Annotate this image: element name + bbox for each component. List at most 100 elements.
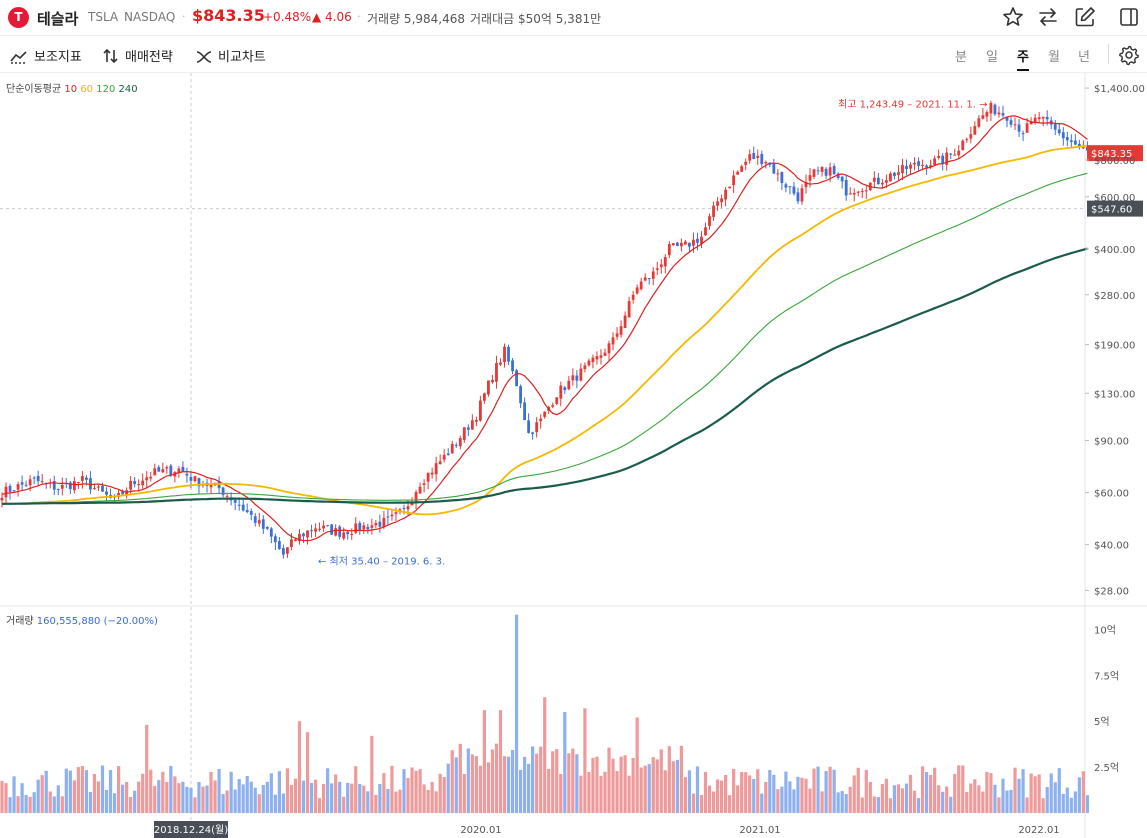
candle-body bbox=[655, 268, 659, 270]
volume-bar bbox=[659, 749, 663, 813]
volume-bar bbox=[615, 771, 619, 813]
volume-bar bbox=[414, 770, 418, 813]
candle-body bbox=[515, 370, 518, 387]
side-panel-icon[interactable] bbox=[1116, 4, 1142, 30]
volume-bar bbox=[1073, 791, 1077, 813]
candle-body bbox=[921, 164, 924, 166]
candle-body bbox=[161, 469, 165, 473]
y-tick-label: $28.00 bbox=[1094, 586, 1129, 597]
indicators-button[interactable]: 보조지표 bbox=[10, 46, 82, 65]
volume-bar bbox=[864, 769, 868, 813]
volume-bar bbox=[784, 771, 788, 813]
volume-bar bbox=[108, 770, 113, 813]
volume-bar bbox=[852, 775, 856, 813]
volume-bar bbox=[366, 791, 370, 813]
candle-body bbox=[450, 443, 454, 454]
volume-bar bbox=[675, 759, 679, 813]
candle-body bbox=[322, 525, 325, 529]
volume-bar bbox=[904, 783, 909, 813]
compare-button[interactable]: 비교차트 bbox=[196, 46, 266, 65]
volume-bar bbox=[1025, 797, 1029, 813]
candle-body bbox=[808, 175, 812, 181]
volume-bar bbox=[173, 776, 177, 813]
swap-icon[interactable] bbox=[1035, 4, 1061, 30]
candle-body bbox=[273, 536, 277, 543]
y-tick-label: $60.00 bbox=[1094, 489, 1129, 500]
candle-body bbox=[864, 190, 868, 192]
volume-bar bbox=[760, 793, 764, 813]
candle-body bbox=[748, 154, 752, 161]
candle-body bbox=[511, 360, 514, 372]
star-icon[interactable] bbox=[1000, 4, 1026, 30]
candle-body bbox=[856, 191, 860, 193]
candle-body bbox=[318, 528, 321, 530]
volume-bar bbox=[470, 754, 474, 813]
volume-bar bbox=[145, 724, 149, 813]
volume-bar bbox=[478, 765, 482, 813]
strategy-button[interactable]: 매매전략 bbox=[103, 46, 173, 65]
trade-arrows-icon bbox=[103, 48, 118, 64]
volume-bar bbox=[599, 775, 603, 813]
volume-bar bbox=[607, 747, 611, 813]
volume-bar bbox=[84, 770, 89, 813]
period-minute[interactable]: 분 bbox=[955, 50, 967, 65]
volume-tick-label: 10억 bbox=[1094, 624, 1116, 636]
volume-bar bbox=[265, 781, 269, 813]
volume-bar bbox=[20, 783, 24, 813]
candle-body bbox=[105, 491, 108, 495]
current-price-box bbox=[1087, 145, 1143, 162]
volume-bar bbox=[953, 774, 957, 813]
volume-bar bbox=[796, 776, 800, 813]
candle-body bbox=[667, 244, 671, 256]
period-year[interactable]: 년 bbox=[1078, 50, 1090, 65]
volume-bar bbox=[245, 775, 249, 813]
volume-bar bbox=[808, 788, 812, 813]
candle-body bbox=[832, 166, 836, 175]
volume-bar bbox=[225, 790, 229, 813]
ma-line-ma10 bbox=[1, 115, 1088, 542]
candle-body bbox=[848, 193, 852, 195]
volume-tick-label: 7.5억 bbox=[1094, 670, 1119, 682]
volume-bar bbox=[221, 794, 225, 813]
candle-body bbox=[627, 301, 631, 318]
volume-bar bbox=[261, 785, 265, 813]
volume-bar bbox=[752, 778, 756, 813]
period-day[interactable]: 일 bbox=[986, 50, 998, 65]
volume-bar bbox=[884, 778, 888, 813]
volume-bar bbox=[237, 779, 241, 813]
candle-body bbox=[72, 481, 76, 491]
candle-body bbox=[334, 528, 338, 536]
candle-body bbox=[688, 242, 691, 247]
candle-body bbox=[241, 504, 245, 511]
price-volume-chart[interactable]: $843.35 $547.60 최고 1,243.49 – 2021. 11. 1.… bbox=[0, 73, 1147, 838]
volume-bar bbox=[394, 791, 398, 813]
volume-bar bbox=[36, 779, 40, 813]
volume-bar bbox=[482, 710, 486, 813]
volume-bar bbox=[945, 786, 949, 813]
candle-body bbox=[406, 506, 410, 510]
volume-bar bbox=[699, 794, 704, 813]
volume-bar bbox=[1021, 769, 1025, 813]
volume-bar bbox=[925, 772, 929, 813]
volume-bar bbox=[322, 783, 326, 813]
candle-body bbox=[643, 277, 647, 281]
volume-bar bbox=[358, 783, 362, 813]
period-week[interactable]: 주 bbox=[1017, 46, 1029, 71]
period-month[interactable]: 월 bbox=[1048, 50, 1060, 65]
candle-body bbox=[744, 161, 748, 165]
candle-body bbox=[1017, 124, 1021, 132]
volume-bar bbox=[764, 781, 768, 813]
settings-gear-icon[interactable] bbox=[1118, 44, 1140, 66]
volume-bar bbox=[563, 712, 567, 813]
candle-body bbox=[68, 482, 72, 490]
volume-bar bbox=[201, 786, 205, 813]
volume-bar bbox=[48, 791, 52, 813]
edit-icon[interactable] bbox=[1072, 4, 1098, 30]
volume-bar bbox=[229, 771, 233, 813]
candle-body bbox=[937, 155, 941, 158]
volume-bar bbox=[309, 782, 314, 813]
candle-body bbox=[495, 363, 498, 382]
candle-body bbox=[16, 484, 20, 490]
candle-body bbox=[872, 177, 876, 182]
volume-bar bbox=[185, 786, 189, 813]
